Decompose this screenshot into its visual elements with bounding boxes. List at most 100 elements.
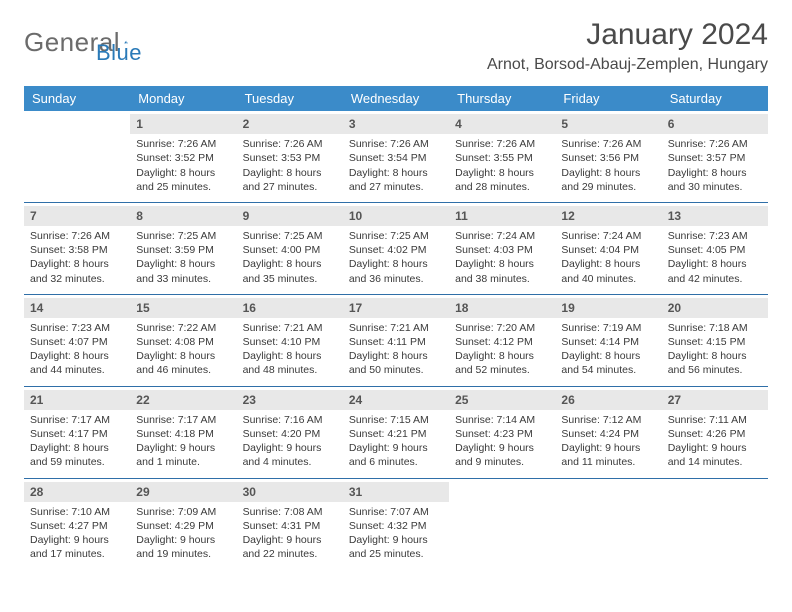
day-info-line: and 54 minutes. — [561, 363, 655, 377]
calendar-table: SundayMondayTuesdayWednesdayThursdayFrid… — [24, 86, 768, 569]
day-header: Thursday — [449, 86, 555, 111]
title-block: January 2024 Arnot, Borsod-Abauj-Zemplen… — [487, 18, 768, 74]
day-number: 31 — [343, 482, 449, 502]
day-info-line: and 19 minutes. — [136, 547, 230, 561]
calendar-day: 29Sunrise: 7:09 AMSunset: 4:29 PMDayligh… — [130, 478, 236, 569]
day-info-line: Sunrise: 7:19 AM — [561, 321, 655, 335]
day-info-line: Daylight: 9 hours — [668, 441, 762, 455]
brand-text-blue: Blue — [96, 40, 142, 66]
day-info-line: Daylight: 9 hours — [455, 441, 549, 455]
day-number: 30 — [237, 482, 343, 502]
day-info-line: and 29 minutes. — [561, 180, 655, 194]
day-info-line: Daylight: 8 hours — [136, 349, 230, 363]
day-info-line: Daylight: 9 hours — [349, 441, 443, 455]
day-number: 15 — [130, 298, 236, 318]
day-number: 29 — [130, 482, 236, 502]
calendar-day — [449, 478, 555, 569]
day-info-line: Sunrise: 7:09 AM — [136, 505, 230, 519]
day-info-line: and 36 minutes. — [349, 272, 443, 286]
day-info-line: Daylight: 8 hours — [455, 257, 549, 271]
day-info-line: Sunrise: 7:12 AM — [561, 413, 655, 427]
day-number: 18 — [449, 298, 555, 318]
day-number: 14 — [24, 298, 130, 318]
day-info-line: Sunrise: 7:25 AM — [243, 229, 337, 243]
day-info-line: Sunrise: 7:21 AM — [243, 321, 337, 335]
day-number: 19 — [555, 298, 661, 318]
calendar-day: 15 Sunrise: 7:22 AMSunset: 4:08 PMDayligh… — [130, 294, 236, 386]
calendar-day: 28Sunrise: 7:10 AMSunset: 4:27 PMDayligh… — [24, 478, 130, 569]
day-number: 22 — [130, 390, 236, 410]
day-info-line: Sunset: 4:15 PM — [668, 335, 762, 349]
day-info-line: Sunset: 3:54 PM — [349, 151, 443, 165]
day-info-line: Daylight: 8 hours — [349, 257, 443, 271]
day-info-line: and 42 minutes. — [668, 272, 762, 286]
calendar-body: 1Sunrise: 7:26 AMSunset: 3:52 PMDaylight… — [24, 111, 768, 569]
day-info-line: Sunset: 4:04 PM — [561, 243, 655, 257]
day-info-line: Daylight: 9 hours — [349, 533, 443, 547]
day-number: 25 — [449, 390, 555, 410]
day-header: Saturday — [662, 86, 768, 111]
day-info-line: Sunrise: 7:11 AM — [668, 413, 762, 427]
day-info-line: Daylight: 8 hours — [561, 257, 655, 271]
calendar-day: 31Sunrise: 7:07 AMSunset: 4:32 PMDayligh… — [343, 478, 449, 569]
day-info-line: and 25 minutes. — [136, 180, 230, 194]
day-info-line: Sunset: 3:55 PM — [455, 151, 549, 165]
day-info-line: Sunrise: 7:21 AM — [349, 321, 443, 335]
day-info-line: Daylight: 8 hours — [668, 257, 762, 271]
day-info-line: Daylight: 8 hours — [243, 166, 337, 180]
day-info-line: and 44 minutes. — [30, 363, 124, 377]
calendar-day: 25Sunrise: 7:14 AMSunset: 4:23 PMDayligh… — [449, 386, 555, 478]
day-info-line: Daylight: 8 hours — [30, 349, 124, 363]
day-info-line: Sunrise: 7:15 AM — [349, 413, 443, 427]
day-info-line: Sunset: 4:07 PM — [30, 335, 124, 349]
calendar-day: 21Sunrise: 7:17 AMSunset: 4:17 PMDayligh… — [24, 386, 130, 478]
calendar-day: 8Sunrise: 7:25 AMSunset: 3:59 PMDaylight… — [130, 202, 236, 294]
calendar-day: 2Sunrise: 7:26 AMSunset: 3:53 PMDaylight… — [237, 111, 343, 202]
day-info-line: Daylight: 8 hours — [561, 349, 655, 363]
calendar-day: 11Sunrise: 7:24 AMSunset: 4:03 PMDayligh… — [449, 202, 555, 294]
day-number: 24 — [343, 390, 449, 410]
calendar-day: 26Sunrise: 7:12 AMSunset: 4:24 PMDayligh… — [555, 386, 661, 478]
day-info-line: Sunset: 4:08 PM — [136, 335, 230, 349]
calendar-day: 13Sunrise: 7:23 AMSunset: 4:05 PMDayligh… — [662, 202, 768, 294]
day-number: 3 — [343, 114, 449, 134]
calendar-day: 20Sunrise: 7:18 AMSunset: 4:15 PMDayligh… — [662, 294, 768, 386]
day-info-line: Daylight: 8 hours — [349, 166, 443, 180]
day-info-line: Sunrise: 7:08 AM — [243, 505, 337, 519]
day-info-line: Sunrise: 7:26 AM — [243, 137, 337, 151]
calendar-day: 12Sunrise: 7:24 AMSunset: 4:04 PMDayligh… — [555, 202, 661, 294]
calendar-day: 1Sunrise: 7:26 AMSunset: 3:52 PMDaylight… — [130, 111, 236, 202]
day-info-line: and 28 minutes. — [455, 180, 549, 194]
calendar-day: 9Sunrise: 7:25 AMSunset: 4:00 PMDaylight… — [237, 202, 343, 294]
calendar-day: 7Sunrise: 7:26 AMSunset: 3:58 PMDaylight… — [24, 202, 130, 294]
day-info-line: Sunrise: 7:20 AM — [455, 321, 549, 335]
calendar-header-row: SundayMondayTuesdayWednesdayThursdayFrid… — [24, 86, 768, 111]
day-header: Friday — [555, 86, 661, 111]
day-info-line: Daylight: 8 hours — [455, 166, 549, 180]
day-info-line: Sunset: 4:20 PM — [243, 427, 337, 441]
calendar-day: 14Sunrise: 7:23 AMSunset: 4:07 PMDayligh… — [24, 294, 130, 386]
calendar-week: 7Sunrise: 7:26 AMSunset: 3:58 PMDaylight… — [24, 202, 768, 294]
day-number: 28 — [24, 482, 130, 502]
day-number: 23 — [237, 390, 343, 410]
day-info-line: Sunrise: 7:22 AM — [136, 321, 230, 335]
day-info-line: and 46 minutes. — [136, 363, 230, 377]
day-info-line: Sunset: 4:24 PM — [561, 427, 655, 441]
day-info-line: Sunset: 4:00 PM — [243, 243, 337, 257]
day-info-line: Daylight: 9 hours — [136, 441, 230, 455]
day-header: Tuesday — [237, 86, 343, 111]
calendar-week: 21Sunrise: 7:17 AMSunset: 4:17 PMDayligh… — [24, 386, 768, 478]
day-header: Sunday — [24, 86, 130, 111]
location-text: Arnot, Borsod-Abauj-Zemplen, Hungary — [487, 56, 768, 74]
day-info-line: Sunrise: 7:23 AM — [668, 229, 762, 243]
day-info-line: Daylight: 9 hours — [243, 533, 337, 547]
day-info-line: Sunrise: 7:25 AM — [136, 229, 230, 243]
day-number: 26 — [555, 390, 661, 410]
day-number: 27 — [662, 390, 768, 410]
day-info-line: Sunset: 3:56 PM — [561, 151, 655, 165]
day-number: 13 — [662, 206, 768, 226]
day-info-line: Daylight: 9 hours — [30, 533, 124, 547]
day-info-line: Sunrise: 7:07 AM — [349, 505, 443, 519]
calendar-day: 10Sunrise: 7:25 AMSunset: 4:02 PMDayligh… — [343, 202, 449, 294]
day-info-line: Sunrise: 7:26 AM — [30, 229, 124, 243]
